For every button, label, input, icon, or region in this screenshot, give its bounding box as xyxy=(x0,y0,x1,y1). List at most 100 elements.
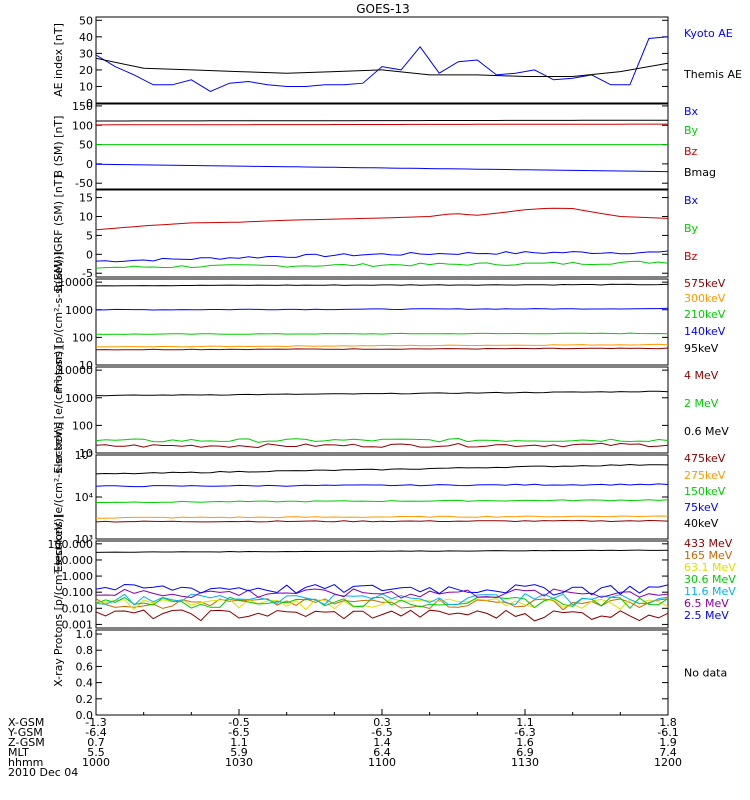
y-tick-label: 10⁴ xyxy=(75,491,94,504)
legend-entry: 300keV xyxy=(684,292,726,305)
y-tick-label: 30 xyxy=(79,47,93,60)
series-line-40kev xyxy=(95,463,669,475)
y-tick-label: 10 xyxy=(79,359,93,372)
panel-frame xyxy=(95,16,669,104)
y-tick-label: 0.4 xyxy=(76,677,94,690)
panel-frame xyxy=(95,454,669,540)
legend-entry: 75keV xyxy=(684,501,719,514)
y-tick-label: 0.010 xyxy=(62,602,94,615)
series-line-433-mev xyxy=(95,609,669,622)
legend-entry: 150keV xyxy=(684,485,726,498)
y-axis-label: B(SM)-IGRF (SM) [nT] xyxy=(52,175,65,292)
legend-entry: 475keV xyxy=(684,452,726,465)
series-line-30-6-mev xyxy=(95,596,669,610)
y-tick-label: 0.0 xyxy=(76,709,94,722)
x-axis-row-label: MLT xyxy=(8,746,29,759)
x-axis-value: 6.9 xyxy=(516,746,534,759)
x-axis-value: 1130 xyxy=(511,756,539,769)
series-line-150kev xyxy=(96,499,669,504)
y-tick-label: 0 xyxy=(86,97,93,110)
series-line-unlabeled xyxy=(95,549,669,553)
series-line-0-6-mev xyxy=(95,390,669,397)
legend-entry: 2.5 MeV xyxy=(684,609,729,622)
panel-frame xyxy=(95,278,669,366)
series-line-165-mev xyxy=(95,598,669,611)
y-tick-label: -5 xyxy=(82,267,93,280)
x-axis-value: 5.5 xyxy=(87,746,105,759)
legend-entry: Themis AE xyxy=(683,68,742,81)
y-axis-label: Protons [p/(cm²-s-sr-keV)] xyxy=(52,514,65,655)
panel-frame xyxy=(95,540,669,629)
panel-frame xyxy=(95,189,669,278)
legend-entry: 210keV xyxy=(684,308,726,321)
legend-entry: Bz xyxy=(684,250,698,263)
x-axis-value: 1.1 xyxy=(230,736,248,749)
y-tick-label: 0.8 xyxy=(76,644,94,657)
y-tick-label: 10000 xyxy=(58,364,93,377)
x-axis-value: 1.1 xyxy=(516,716,534,729)
y-tick-label: 1.000 xyxy=(62,570,94,583)
y-tick-label: 100 xyxy=(72,119,93,132)
y-tick-label: 15 xyxy=(79,192,93,205)
series-line-275kev xyxy=(96,515,669,519)
series-line-75kev xyxy=(95,483,669,488)
y-axis-label: AE index [nT] xyxy=(52,23,65,97)
y-tick-label: 20 xyxy=(79,64,93,77)
legend-entry: By xyxy=(684,222,699,235)
y-axis-label: Electrons [e/(cm²-s-sr)] xyxy=(52,346,65,473)
x-axis-value: 0.7 xyxy=(87,736,105,749)
x-axis-value: -6.3 xyxy=(514,726,535,739)
y-tick-label: 0.001 xyxy=(62,618,94,631)
legend-entry: 165 MeV xyxy=(684,549,733,562)
y-tick-label: 1000 xyxy=(65,304,93,317)
legend-entry: By xyxy=(684,124,699,137)
y-tick-label: 10 xyxy=(79,80,93,93)
series-line-themis-ae xyxy=(95,57,669,77)
y-tick-label: 0 xyxy=(86,248,93,261)
date-label: 2010 Dec 04 xyxy=(8,766,78,779)
y-tick-label: 100 xyxy=(72,331,93,344)
series-line-4-mev xyxy=(95,442,669,449)
x-axis-value: 1030 xyxy=(225,756,253,769)
series-line-575kev xyxy=(95,347,669,351)
panel-7: 0.001 0.010 0.100 1.000 10.000 100.000Protons… xyxy=(48,514,737,655)
x-axis-row-label: Z-GSM xyxy=(8,736,45,749)
legend-entry: 575keV xyxy=(684,277,726,290)
y-axis-label: X-ray xyxy=(52,658,65,687)
legend-entry: Bz xyxy=(684,145,698,158)
panel-6: 10³ 10⁴ 10⁵ Electrons [e/(cm²-s-sr-keV)] 475… xyxy=(52,422,726,573)
series-line-300kev xyxy=(95,343,669,348)
x-axis-table: X-GSM -1.3 -0.5 0.3 1.1 1.8 Y-GSM -6.4 -6.5 -6.5 -… xyxy=(7,709,682,769)
series-line-bx xyxy=(95,250,669,263)
legend-entry: Bx xyxy=(684,194,699,207)
series-line-95kev xyxy=(95,283,669,287)
panel-frame xyxy=(95,629,669,716)
x-axis-value: -6.5 xyxy=(228,726,249,739)
y-tick-label: 100 xyxy=(72,419,93,432)
series-line-bz xyxy=(96,123,668,126)
series-line-475kev xyxy=(95,519,669,523)
x-axis-value: -6.4 xyxy=(85,726,106,739)
legend-entry: 2 MeV xyxy=(684,397,719,410)
x-axis-value: -1.3 xyxy=(85,716,106,729)
y-tick-label: 50 xyxy=(79,139,93,152)
y-tick-label: 10.000 xyxy=(55,554,94,567)
x-axis-value: 1.9 xyxy=(659,736,677,749)
y-tick-label: 5 xyxy=(86,229,93,242)
legend-entry: 140keV xyxy=(684,325,726,338)
x-axis-value: -6.1 xyxy=(657,726,678,739)
y-axis-label: Protons [p/(cm²-s-sr-keV)] xyxy=(52,251,65,392)
legend-entry: 95keV xyxy=(684,342,719,355)
y-tick-label: 10000 xyxy=(58,276,93,289)
y-tick-label: 10 xyxy=(79,210,93,223)
y-tick-label: 10 xyxy=(79,447,93,460)
y-tick-label: 1.0 xyxy=(76,628,94,641)
y-tick-label: 150 xyxy=(72,100,93,113)
y-tick-label: 100.000 xyxy=(48,538,94,551)
y-tick-label: 0.100 xyxy=(62,586,94,599)
panel-frame xyxy=(95,366,669,454)
panel-3: -5 0 5 10 15 B(SM)-IGRF (SM) [nT] Bx By Bz xyxy=(52,175,699,292)
